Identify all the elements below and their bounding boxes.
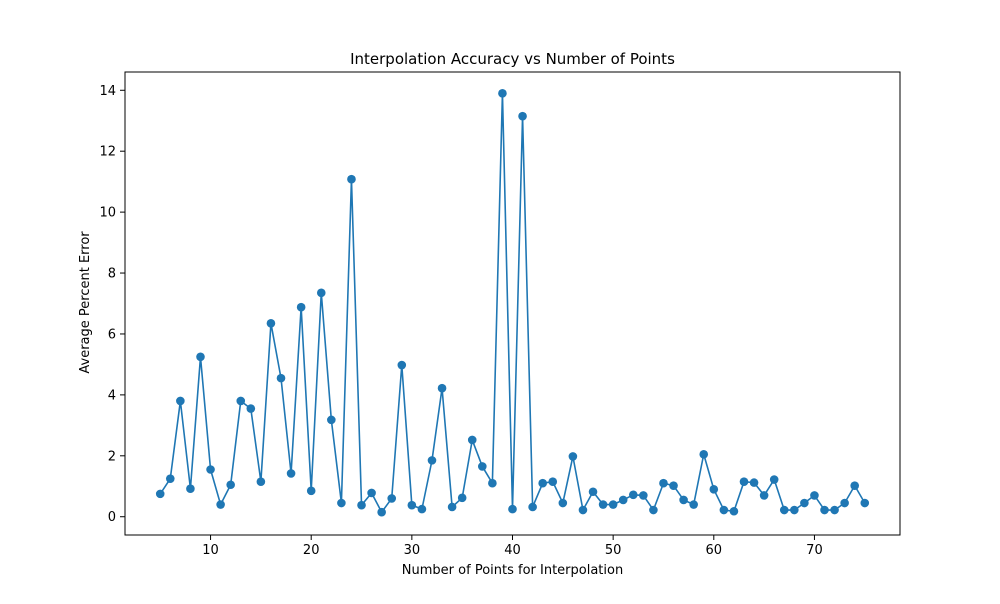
data-point (759, 491, 769, 500)
data-point (679, 495, 688, 505)
data-point (598, 500, 608, 509)
series-line (159, 92, 866, 513)
data-point (830, 505, 839, 515)
data-point (689, 500, 698, 509)
x-tick-label: 70 (806, 543, 823, 558)
data-point (548, 477, 558, 486)
data-point (337, 498, 346, 508)
data-point (749, 478, 759, 487)
data-point (729, 506, 739, 516)
data-point (176, 396, 185, 406)
data-point (196, 352, 205, 362)
y-axis-label: Average Percent Error (78, 231, 93, 374)
data-point (246, 404, 256, 413)
data-point (216, 500, 225, 509)
x-tick-label: 30 (404, 543, 421, 558)
data-point (165, 474, 175, 483)
data-point (276, 373, 286, 383)
data-point (206, 465, 215, 474)
data-point (508, 504, 517, 514)
data-point (769, 475, 779, 484)
data-point (578, 505, 588, 515)
y-tick-label: 4 (108, 388, 116, 403)
data-point (719, 505, 729, 515)
data-point (538, 478, 547, 488)
data-point (558, 498, 568, 508)
data-point (226, 480, 235, 490)
data-point (528, 502, 537, 512)
data-point (588, 487, 598, 497)
x-tick-label: 40 (504, 543, 521, 558)
x-tick-label: 50 (605, 543, 622, 558)
data-point (357, 500, 366, 510)
data-point (850, 481, 860, 490)
data-point (478, 462, 487, 471)
data-point (266, 319, 276, 328)
x-tick-label: 60 (706, 543, 723, 558)
data-point (417, 504, 427, 514)
data-point (800, 498, 809, 508)
data-point (286, 469, 296, 478)
plot-area: 10 20 30 40 50 60 70 0 2 4 6 8 10 12 14 (99, 71, 901, 558)
data-point (467, 435, 477, 445)
data-point (427, 456, 437, 465)
data-point (518, 111, 527, 121)
y-tick-label: 14 (99, 84, 116, 99)
y-tick-label: 8 (108, 267, 116, 282)
data-point (608, 500, 618, 509)
data-point (568, 452, 578, 461)
y-tick-label: 2 (108, 449, 116, 464)
data-point (256, 477, 266, 486)
data-point (618, 495, 628, 505)
data-point (488, 478, 497, 488)
data-point (649, 505, 658, 515)
data-point (860, 498, 870, 508)
data-point (186, 484, 195, 494)
data-point (236, 396, 246, 406)
data-point (779, 505, 789, 515)
data-point (659, 478, 668, 488)
data-point (699, 449, 709, 459)
x-axis-label: Number of Points for Interpolation (402, 563, 623, 578)
data-point (709, 485, 719, 494)
data-point (669, 481, 678, 490)
data-point (377, 507, 386, 517)
x-tick-label: 20 (303, 543, 320, 558)
data-point (397, 360, 407, 370)
y-tick-label: 0 (108, 510, 116, 525)
data-point (739, 477, 749, 486)
data-point (316, 288, 326, 298)
y-tick-label: 12 (99, 145, 116, 160)
data-point (498, 89, 507, 98)
data-point (296, 302, 306, 312)
axes-frame (124, 71, 901, 536)
data-point (367, 488, 376, 498)
chart-title: Interpolation Accuracy vs Number of Poin… (350, 50, 675, 68)
data-point (407, 500, 417, 510)
data-point (840, 498, 849, 508)
data-point (639, 491, 648, 500)
data-point (347, 174, 356, 184)
data-point (810, 491, 819, 500)
data-point (306, 486, 316, 496)
data-point (327, 415, 336, 425)
y-tick-label: 10 (99, 206, 116, 221)
data-point (820, 505, 829, 515)
data-point (628, 490, 638, 500)
data-point (447, 502, 457, 512)
data-point (387, 494, 397, 503)
data-point (155, 489, 165, 499)
data-point (437, 383, 447, 393)
y-tick-label: 6 (108, 327, 116, 342)
data-point (790, 505, 799, 515)
data-point (457, 493, 467, 503)
x-tick-label: 10 (202, 543, 219, 558)
